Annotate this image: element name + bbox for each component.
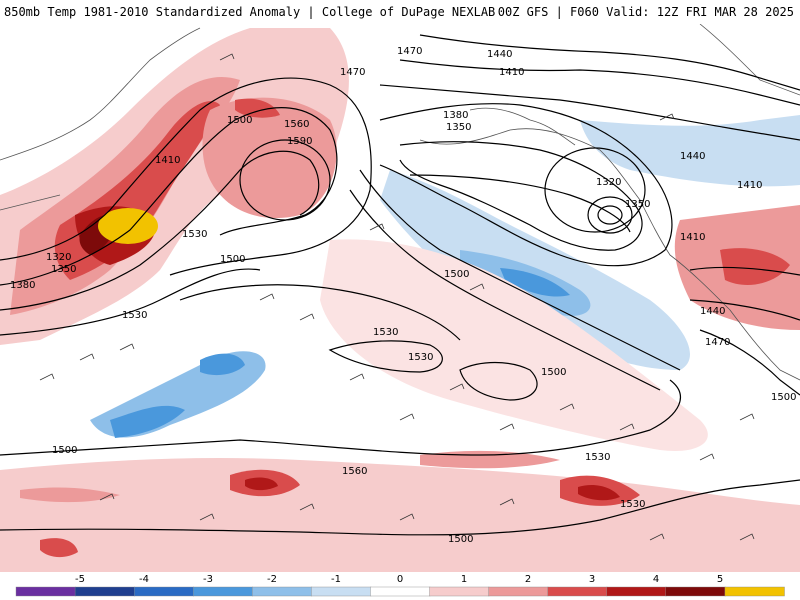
contour-label: 1470	[705, 337, 730, 348]
contour-label: 1500	[541, 367, 566, 378]
contour-label: 1470	[340, 67, 365, 78]
contour-label: 1410	[155, 155, 180, 166]
colorbar-swatch	[133, 586, 194, 597]
colorbar-swatch	[547, 586, 608, 597]
contour-label: 1320	[46, 252, 71, 263]
height-contours	[0, 34, 800, 536]
colorbar-swatch	[370, 586, 431, 597]
contour-label: 1500	[771, 392, 796, 403]
contour-label: 1590	[287, 136, 312, 147]
map-header: 850mb Temp 1981-2010 Standardized Anomal…	[0, 0, 800, 24]
colorbar-swatch	[724, 586, 785, 597]
contour-label: 1410	[499, 67, 524, 78]
colorbar-swatch	[192, 586, 253, 597]
contour-labels: 1470 1440 1410 1470 1500 1560 1590 1410 …	[10, 46, 796, 545]
wind-barbs	[39, 53, 755, 541]
contour-label: 1530	[182, 229, 207, 240]
contour-label: 1350	[625, 199, 650, 210]
colorbar-tick: 4	[652, 574, 660, 585]
anomaly-map: 1470 1440 1410 1470 1500 1560 1590 1410 …	[0, 24, 800, 572]
contour-label: 1440	[680, 151, 705, 162]
model-run-info: 00Z GFS | F060 Valid: 12Z FRI MAR 28 202…	[497, 5, 794, 19]
colorbar-swatch	[74, 586, 135, 597]
contour-label: 1410	[680, 232, 705, 243]
contour-label: 1560	[284, 119, 309, 130]
colorbar-swatch	[311, 586, 372, 597]
colorbar-swatch	[665, 586, 726, 597]
colorbar-tick: 3	[588, 574, 596, 585]
coastlines	[0, 24, 800, 381]
contour-label: 1530	[122, 310, 147, 321]
contour-label: 1500	[227, 115, 252, 126]
colorbar-swatch	[15, 586, 76, 597]
colorbar-tick: 1	[460, 574, 468, 585]
contour-label: 1320	[596, 177, 621, 188]
contour-label: 1410	[737, 180, 762, 191]
colorbar-legend: -5 -4 -3 -2 -1 0 1 2 3 4 5	[0, 572, 800, 600]
colorbar	[15, 586, 785, 597]
colorbar-tick: -1	[331, 574, 341, 585]
map-title: 850mb Temp 1981-2010 Standardized Anomal…	[4, 5, 496, 19]
anomaly-shading	[0, 28, 800, 572]
contour-label: 1530	[620, 499, 645, 510]
contour-label: 1440	[700, 306, 725, 317]
contour-label: 1530	[373, 327, 398, 338]
contour-label: 1560	[342, 466, 367, 477]
colorbar-tick: -2	[267, 574, 277, 585]
contour-label: 1440	[487, 49, 512, 60]
contour-label: 1500	[444, 269, 469, 280]
colorbar-ticks: -5 -4 -3 -2 -1 0 1 2 3 4 5	[0, 572, 800, 586]
contour-label: 1350	[446, 122, 471, 133]
contour-label: 1470	[397, 46, 422, 57]
contour-label: 1530	[585, 452, 610, 463]
contour-label: 1500	[52, 445, 77, 456]
contour-label: 1500	[220, 254, 245, 265]
contour-label: 1530	[408, 352, 433, 363]
colorbar-tick: -3	[203, 574, 213, 585]
colorbar-tick: 2	[524, 574, 532, 585]
colorbar-swatch	[252, 586, 313, 597]
colorbar-swatch	[429, 586, 490, 597]
colorbar-tick: -5	[75, 574, 85, 585]
contour-label: 1350	[51, 264, 76, 275]
contour-label: 1380	[443, 110, 468, 121]
colorbar-swatch	[606, 586, 667, 597]
contour-label: 1500	[448, 534, 473, 545]
colorbar-tick: 5	[716, 574, 724, 585]
colorbar-swatch	[488, 586, 549, 597]
colorbar-tick: -4	[139, 574, 149, 585]
contour-label: 1380	[10, 280, 35, 291]
colorbar-tick: 0	[396, 574, 404, 585]
